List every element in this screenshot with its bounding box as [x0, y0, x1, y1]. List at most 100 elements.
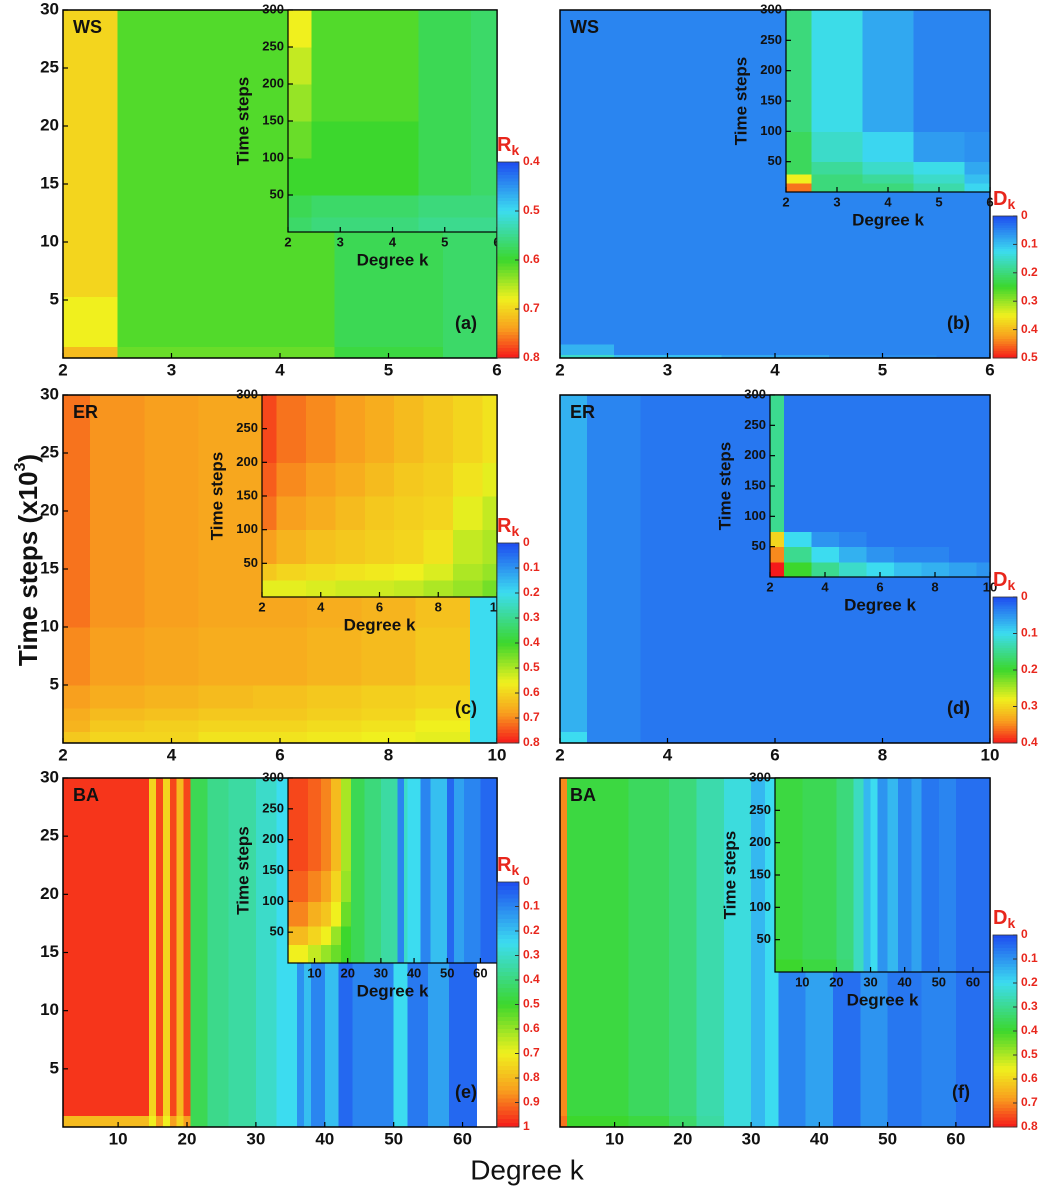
- colorbar-title-main: D: [993, 569, 1007, 591]
- heat-cell: [276, 563, 307, 581]
- colorbar-swatch: [497, 596, 519, 601]
- colorbar-swatch: [993, 621, 1017, 625]
- colorbar-swatch: [993, 1053, 1017, 1058]
- colorbar-swatch: [497, 733, 519, 737]
- colorbar: 0 0.1 0.2 0.3 0.4 Dk: [992, 569, 1038, 749]
- heat-cell: [90, 627, 145, 686]
- colorbar-swatch: [497, 1106, 519, 1112]
- colorbar-swatch: [993, 687, 1017, 691]
- y-tick-label: 50: [244, 555, 258, 570]
- colorbar-tick-label: 0.3: [523, 948, 540, 962]
- colorbar-swatch: [993, 1091, 1017, 1096]
- colorbar-swatch: [993, 282, 1017, 286]
- x-tick-label: 50: [440, 965, 454, 980]
- heat-cell: [288, 195, 313, 218]
- heat-cell: [252, 708, 308, 721]
- colorbar-swatch: [497, 943, 519, 948]
- heat-cell: [183, 778, 191, 1116]
- colorbar-swatch: [993, 711, 1017, 715]
- colorbar-swatch: [993, 957, 1017, 962]
- heat-cell: [144, 719, 200, 732]
- heat-cell: [190, 778, 209, 1116]
- inset-y-label: Time steps: [731, 57, 750, 146]
- heat-cell: [306, 496, 336, 531]
- heat-cell: [288, 121, 313, 159]
- heat-cell: [862, 161, 914, 175]
- colorbar-swatch: [993, 650, 1017, 654]
- heat-cell: [306, 462, 336, 497]
- colorbar-swatch: [497, 217, 519, 222]
- heat-cell: [470, 195, 498, 218]
- heat-cell: [911, 778, 923, 960]
- y-tick-label: 100: [262, 149, 284, 164]
- panel-label: (f): [952, 1082, 970, 1102]
- heat-cell: [976, 395, 991, 532]
- colorbar-swatch: [993, 657, 1017, 661]
- heat-cell: [811, 10, 863, 132]
- heat-cell: [877, 959, 889, 973]
- heat-cell: [955, 1115, 991, 1128]
- heat-cell: [117, 346, 227, 359]
- colorbar-swatch: [993, 256, 1017, 260]
- colorbar-swatch: [497, 1082, 519, 1087]
- heat-cell: [418, 158, 472, 196]
- heat-cell: [866, 561, 895, 578]
- colorbar-swatch: [497, 1000, 519, 1006]
- colorbar-tick-label: 0.3: [1021, 999, 1038, 1013]
- colorbar-swatch: [993, 1047, 1017, 1051]
- heat-cell: [276, 462, 307, 497]
- x-tick-label: 4: [770, 360, 780, 379]
- x-tick-label: 10: [109, 1129, 128, 1148]
- heat-cell: [364, 944, 382, 964]
- colorbar-swatch: [993, 1069, 1017, 1074]
- heat-cell: [341, 926, 352, 945]
- colorbar-swatch: [993, 970, 1017, 974]
- colorbar-swatch: [497, 1102, 519, 1108]
- colorbar-swatch: [497, 699, 519, 704]
- colorbar-swatch: [497, 996, 519, 1002]
- colorbar-swatch: [993, 1120, 1017, 1125]
- heat-cell: [463, 926, 481, 945]
- colorbar-swatch: [497, 224, 519, 228]
- heat-cell: [420, 870, 432, 902]
- colorbar-swatch: [993, 638, 1017, 642]
- colorbar-swatch: [497, 1110, 519, 1116]
- colorbar-swatch: [497, 207, 519, 212]
- colorbar-swatch: [497, 273, 519, 277]
- colorbar-swatch: [497, 666, 519, 671]
- x-axis-label: Degree k: [470, 1154, 585, 1185]
- colorbar-tick-label: 0.5: [523, 203, 540, 217]
- colorbar-swatch: [993, 1088, 1017, 1093]
- heat-cell: [352, 1115, 395, 1128]
- heat-cell: [921, 959, 940, 973]
- heat-cell: [783, 546, 812, 563]
- colorbar-swatch: [993, 265, 1017, 269]
- heat-cell: [802, 959, 837, 973]
- heat-cell: [423, 563, 454, 581]
- x-tick-label: 40: [897, 974, 911, 989]
- heat-cell: [628, 778, 670, 1116]
- colorbar-swatch: [993, 935, 1017, 939]
- heat-cell: [149, 778, 157, 1116]
- y-tick-label: 200: [262, 75, 284, 90]
- x-tick-label: 3: [663, 360, 672, 379]
- heat-cell: [304, 1115, 312, 1128]
- heat-cell: [90, 719, 145, 732]
- colorbar-swatch: [993, 606, 1017, 610]
- colorbar-swatch: [993, 682, 1017, 686]
- heat-cell: [324, 1115, 340, 1128]
- y-tick-label: 150: [262, 862, 284, 877]
- heat-cell: [63, 685, 91, 709]
- heat-cell: [366, 217, 420, 233]
- x-tick-label: 3: [337, 234, 344, 249]
- colorbar-swatch: [993, 343, 1017, 347]
- heat-cell: [335, 563, 366, 581]
- x-tick-label: 6: [985, 360, 994, 379]
- heat-cell: [877, 778, 889, 960]
- heat-cell: [262, 395, 278, 463]
- heat-cell: [430, 944, 448, 964]
- heat-cell: [913, 10, 965, 132]
- heat-cell: [335, 496, 366, 531]
- colorbar-swatch: [993, 289, 1017, 293]
- heat-cell: [361, 685, 417, 709]
